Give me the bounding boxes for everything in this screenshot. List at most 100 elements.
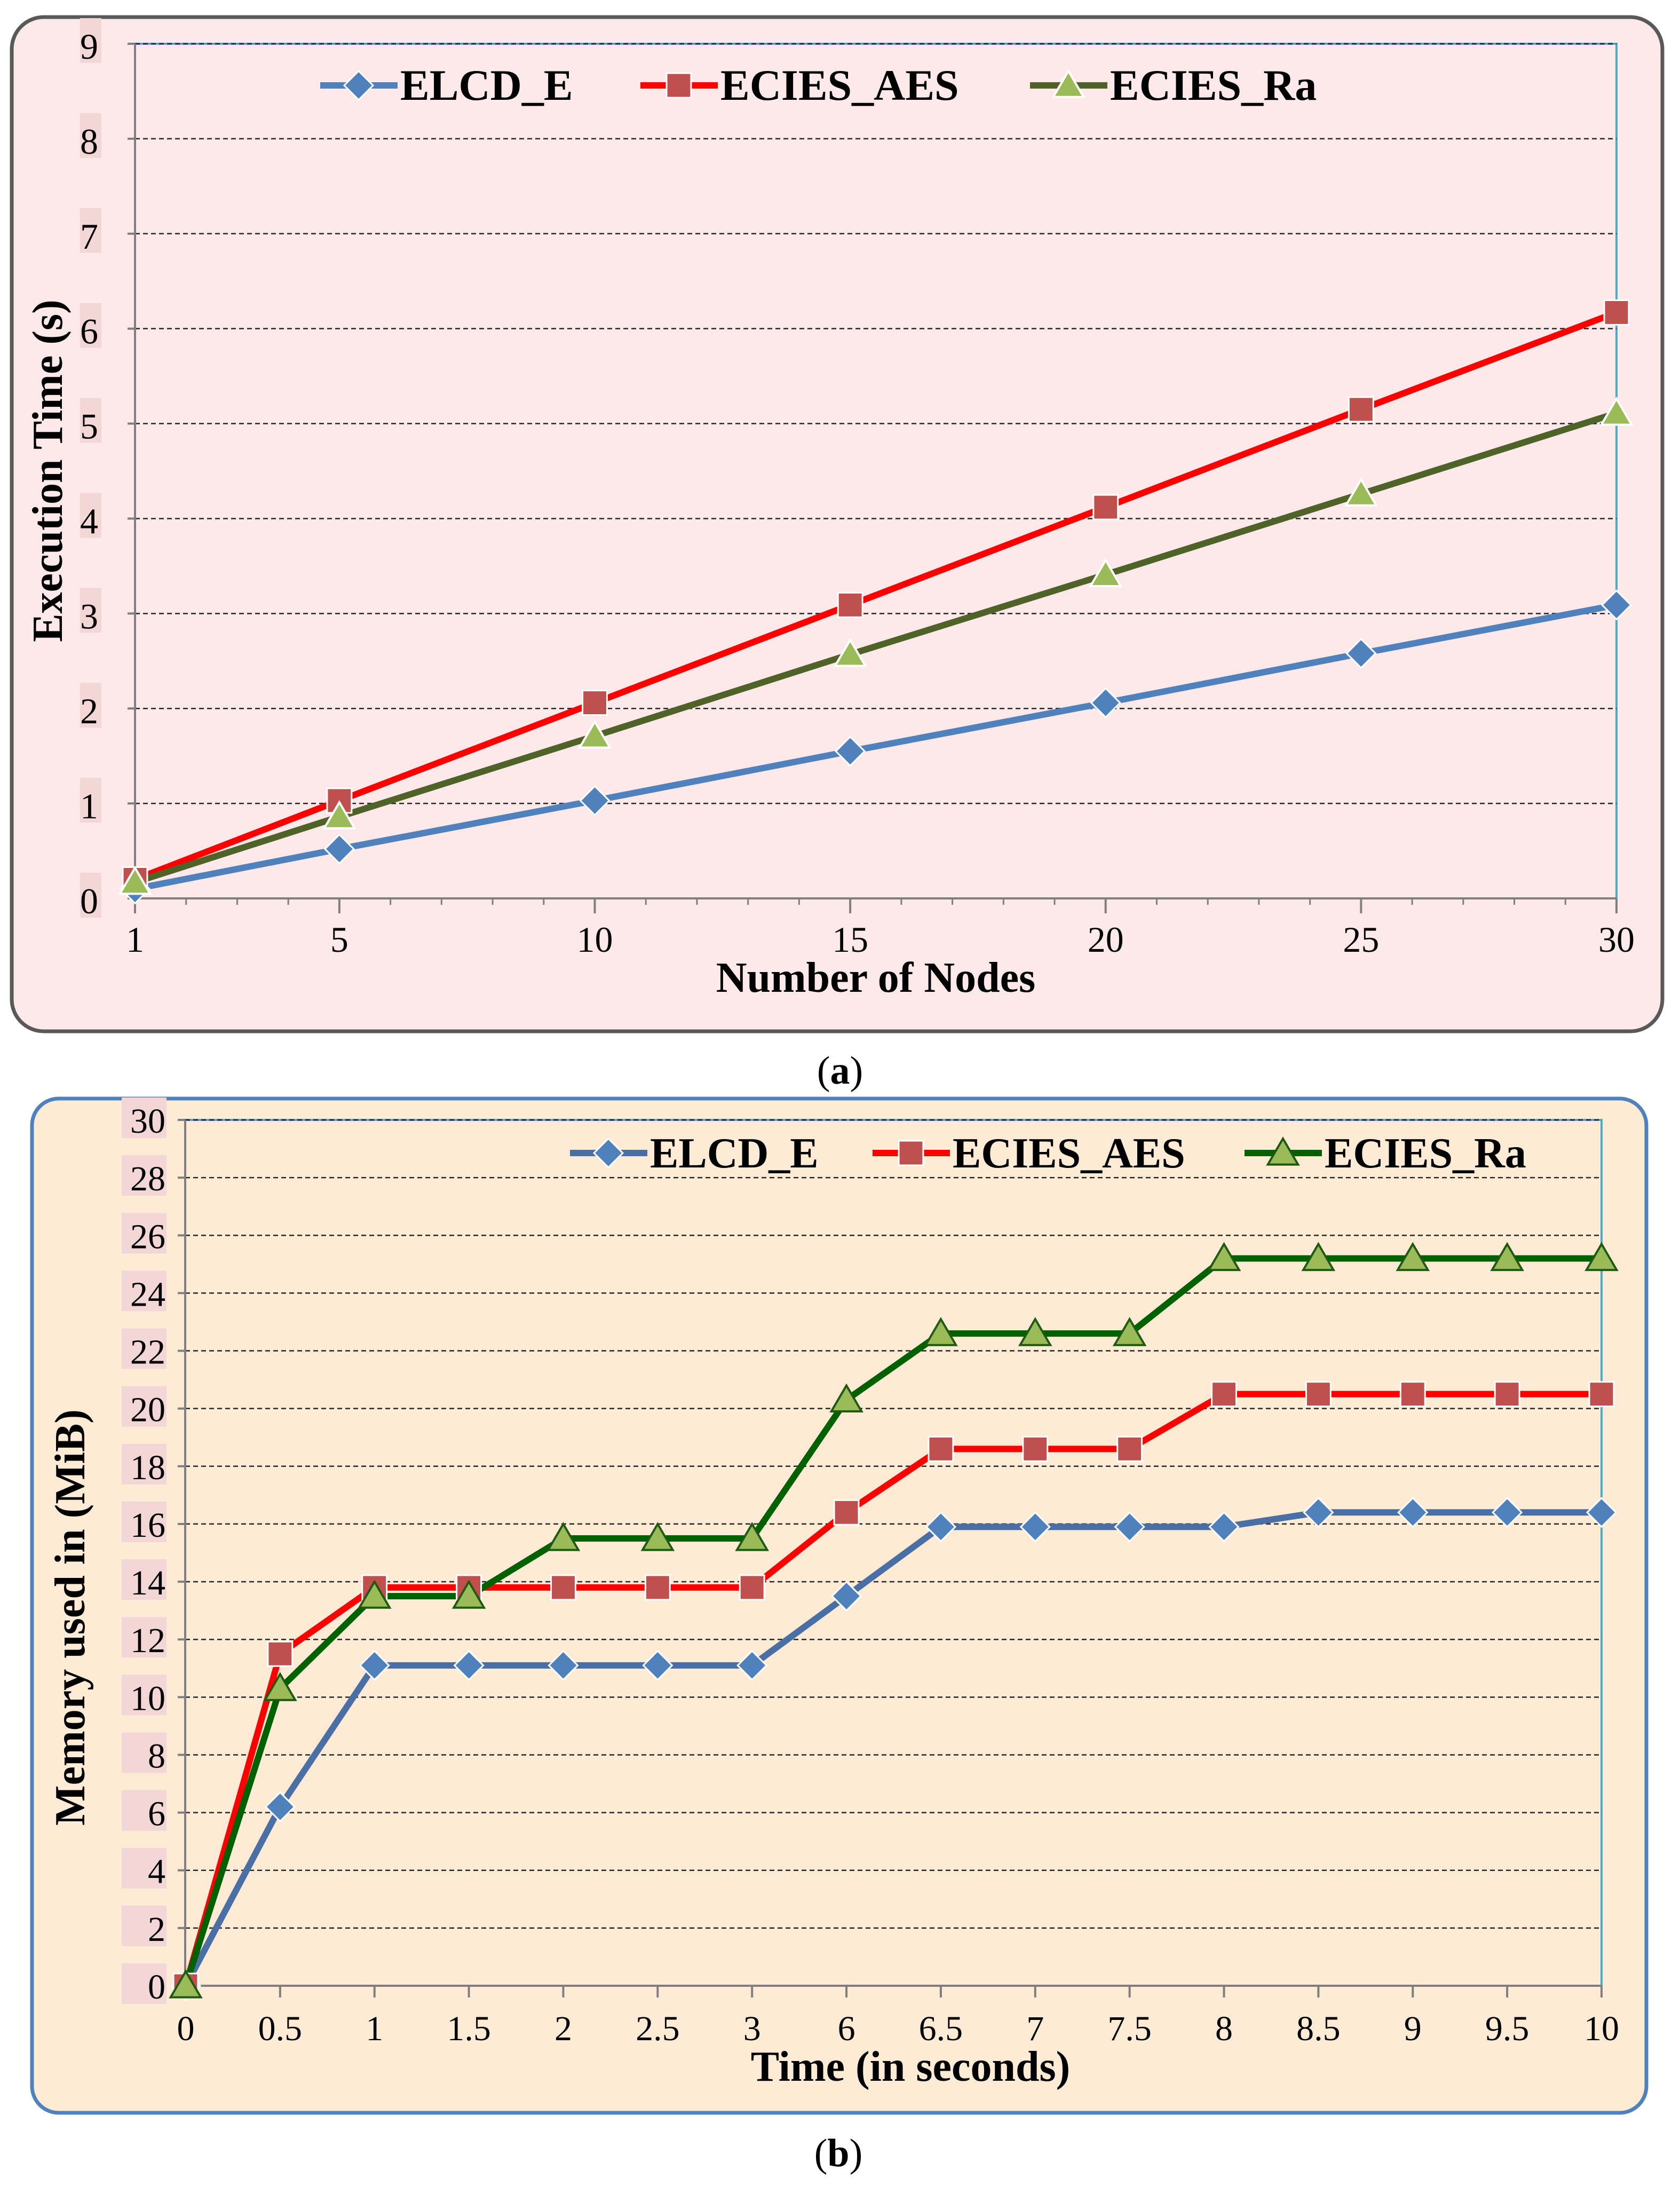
chart-b-x-tick-label: 6 [838, 2009, 855, 2048]
chart-a-caption-close: ) [850, 1049, 863, 1093]
chart-a-y-tick-label: 6 [80, 311, 98, 352]
chart-b-point-elcd_e [830, 1580, 862, 1612]
chart-a-x-ticks: 1 5 10 15 20 25 30 [126, 898, 1635, 960]
chart-b-point-elcd_e [453, 1649, 485, 1681]
chart-a-y-tick-bg [80, 778, 101, 823]
chart-a-legend-label: ECIES_AES [720, 61, 959, 109]
chart-b-y-tick-bg [122, 1328, 167, 1369]
chart-b-y-tick-label: 26 [130, 1217, 165, 1256]
chart-b-point-ecies_aes [550, 1574, 576, 1601]
chart-b-caption-letter: b [827, 2131, 849, 2175]
chart-b-y-tick-bg [122, 1443, 167, 1485]
chart-b-y-tick-label: 24 [130, 1275, 165, 1314]
chart-b-y-tick-label: 30 [130, 1102, 165, 1141]
chart-a-x-tick-label: 20 [1088, 919, 1124, 960]
chart-b-y-tick-label: 20 [130, 1391, 165, 1430]
chart-b-gridlines [178, 1119, 1602, 1987]
chart-b-point-ecies_aes [1022, 1435, 1049, 1462]
chart-b-point-elcd_e [1303, 1497, 1334, 1528]
chart-b-y-tick-bg [122, 1963, 167, 2004]
chart-a-x-tick-label: 10 [577, 919, 613, 960]
chart-a-point-elcd_e [579, 785, 611, 816]
chart-b-y-tick-bg [122, 1270, 167, 1312]
chart-b-y-axis-title: Memory used in (MiB) [47, 1409, 94, 1826]
chart-b-y-tick-label: 10 [130, 1679, 165, 1718]
chart-a-point-ecies_aes [1603, 299, 1630, 326]
chart-a-point-ecies_ra [1344, 477, 1378, 507]
chart-b-y-tick-label: 8 [148, 1736, 165, 1775]
chart-b-point-ecies_ra [546, 1521, 581, 1551]
chart-a-point-ecies_aes [837, 591, 863, 618]
chart-b-point-ecies_aes [1305, 1381, 1332, 1408]
chart-a-legend-label: ELCD_E [400, 61, 573, 109]
chart-b-y-tick-label: 6 [148, 1795, 165, 1834]
chart-a-point-ecies_ra [322, 800, 356, 830]
chart-b-point-elcd_e [548, 1649, 579, 1681]
chart-b-point-ecies_ra [263, 1672, 297, 1701]
chart-b-x-tick-label: 1.5 [447, 2009, 491, 2048]
chart-b-y-tick-label: 0 [148, 1968, 165, 2007]
chart-a-y-tick-bg [80, 588, 101, 633]
chart-a-x-tick-label: 5 [330, 919, 348, 960]
chart-b-y-tick-bg [122, 1732, 167, 1773]
chart-b-point-elcd_e [642, 1649, 673, 1681]
chart-b-point-ecies_ra [1396, 1242, 1430, 1272]
chart-a-point-elcd_e [1345, 637, 1377, 669]
chart-a-legend: ELCD_E ECIES_AES ECIES_Ra [320, 61, 1317, 109]
chart-b-point-ecies_ra [1301, 1242, 1336, 1272]
chart-a-y-tick-label: 3 [80, 596, 98, 636]
chart-b-legend-label: ELCD_E [650, 1130, 819, 1177]
chart-a-point-elcd_e [323, 833, 355, 865]
chart-a-y-tick-label: 7 [80, 216, 98, 257]
chart-b-point-ecies_ra [829, 1383, 863, 1413]
chart-b-y-tick-bg [122, 1501, 167, 1542]
chart-b-point-ecies_ra [1207, 1242, 1241, 1272]
chart-a-y-tick-label: 9 [80, 26, 98, 67]
chart-b-x-tick-label: 0 [177, 2009, 195, 2048]
chart-a-point-elcd_e [835, 736, 866, 767]
chart-a-point-ecies_ra [1088, 558, 1123, 587]
chart-a-legend-label: ECIES_Ra [1110, 61, 1317, 109]
chart-b-legend-marker [1266, 1136, 1300, 1166]
chart-b-y-tick-label: 16 [130, 1506, 165, 1545]
chart-a-y-tick-bg [80, 18, 101, 63]
chart-a-caption-open: ( [817, 1049, 830, 1093]
chart-b-x-tick-label: 2.5 [636, 2009, 680, 2048]
chart-b-point-ecies_aes [833, 1499, 860, 1526]
chart-b-legend-label: ECIES_Ra [1325, 1130, 1526, 1177]
chart-b-point-ecies_aes [1116, 1435, 1143, 1462]
chart-b-x-tick-label: 10 [1584, 2009, 1619, 2048]
chart-b-point-ecies_aes [1494, 1381, 1520, 1408]
chart-b-x-tick-label: 9 [1404, 2009, 1422, 2048]
chart-a-point-ecies_ra [833, 637, 867, 667]
chart-b-y-tick-bg [122, 1905, 167, 1946]
chart-b-y-tick-bg [122, 1098, 167, 1138]
chart-b-caption-open: ( [814, 2131, 828, 2175]
chart-a-x-axis-title: Number of Nodes [716, 954, 1036, 1001]
chart-b-y-tick-label: 4 [148, 1852, 165, 1891]
chart-a-point-ecies_aes [1092, 494, 1119, 520]
chart-a-y-tick-bg [80, 208, 101, 253]
chart-b-point-ecies_aes [928, 1435, 954, 1462]
chart-a-point-ecies_ra [1599, 397, 1634, 426]
chart-b-point-elcd_e [1019, 1511, 1051, 1543]
chart-a-x-tick-label: 30 [1598, 919, 1635, 960]
chart-b-point-ecies_aes [1399, 1381, 1426, 1408]
chart-a-frame [10, 15, 1665, 1033]
chart-b-y-tick-label: 18 [130, 1448, 165, 1487]
chart-b-y-tick-label: 28 [130, 1159, 165, 1198]
chart-a-y-tick-bg [80, 113, 101, 158]
chart-b-y-tick-bg [122, 1617, 167, 1658]
chart-b-x-tick-label: 8.5 [1296, 2009, 1341, 2048]
chart-b-x-tick-label: 2 [554, 2009, 572, 2048]
chart-b-point-ecies_aes [644, 1574, 671, 1601]
chart-b-point-ecies_aes [1211, 1381, 1237, 1408]
chart-b-point-elcd_e [1492, 1497, 1523, 1528]
chart-a-y-tick-label: 0 [80, 881, 98, 921]
chart-b-x-axis-title: Time (in seconds) [751, 2043, 1071, 2090]
chart-a-point-ecies_aes [1348, 396, 1374, 423]
chart-a-x-tick-label: 25 [1343, 919, 1379, 960]
chart-b-point-ecies_ra [1490, 1242, 1524, 1272]
